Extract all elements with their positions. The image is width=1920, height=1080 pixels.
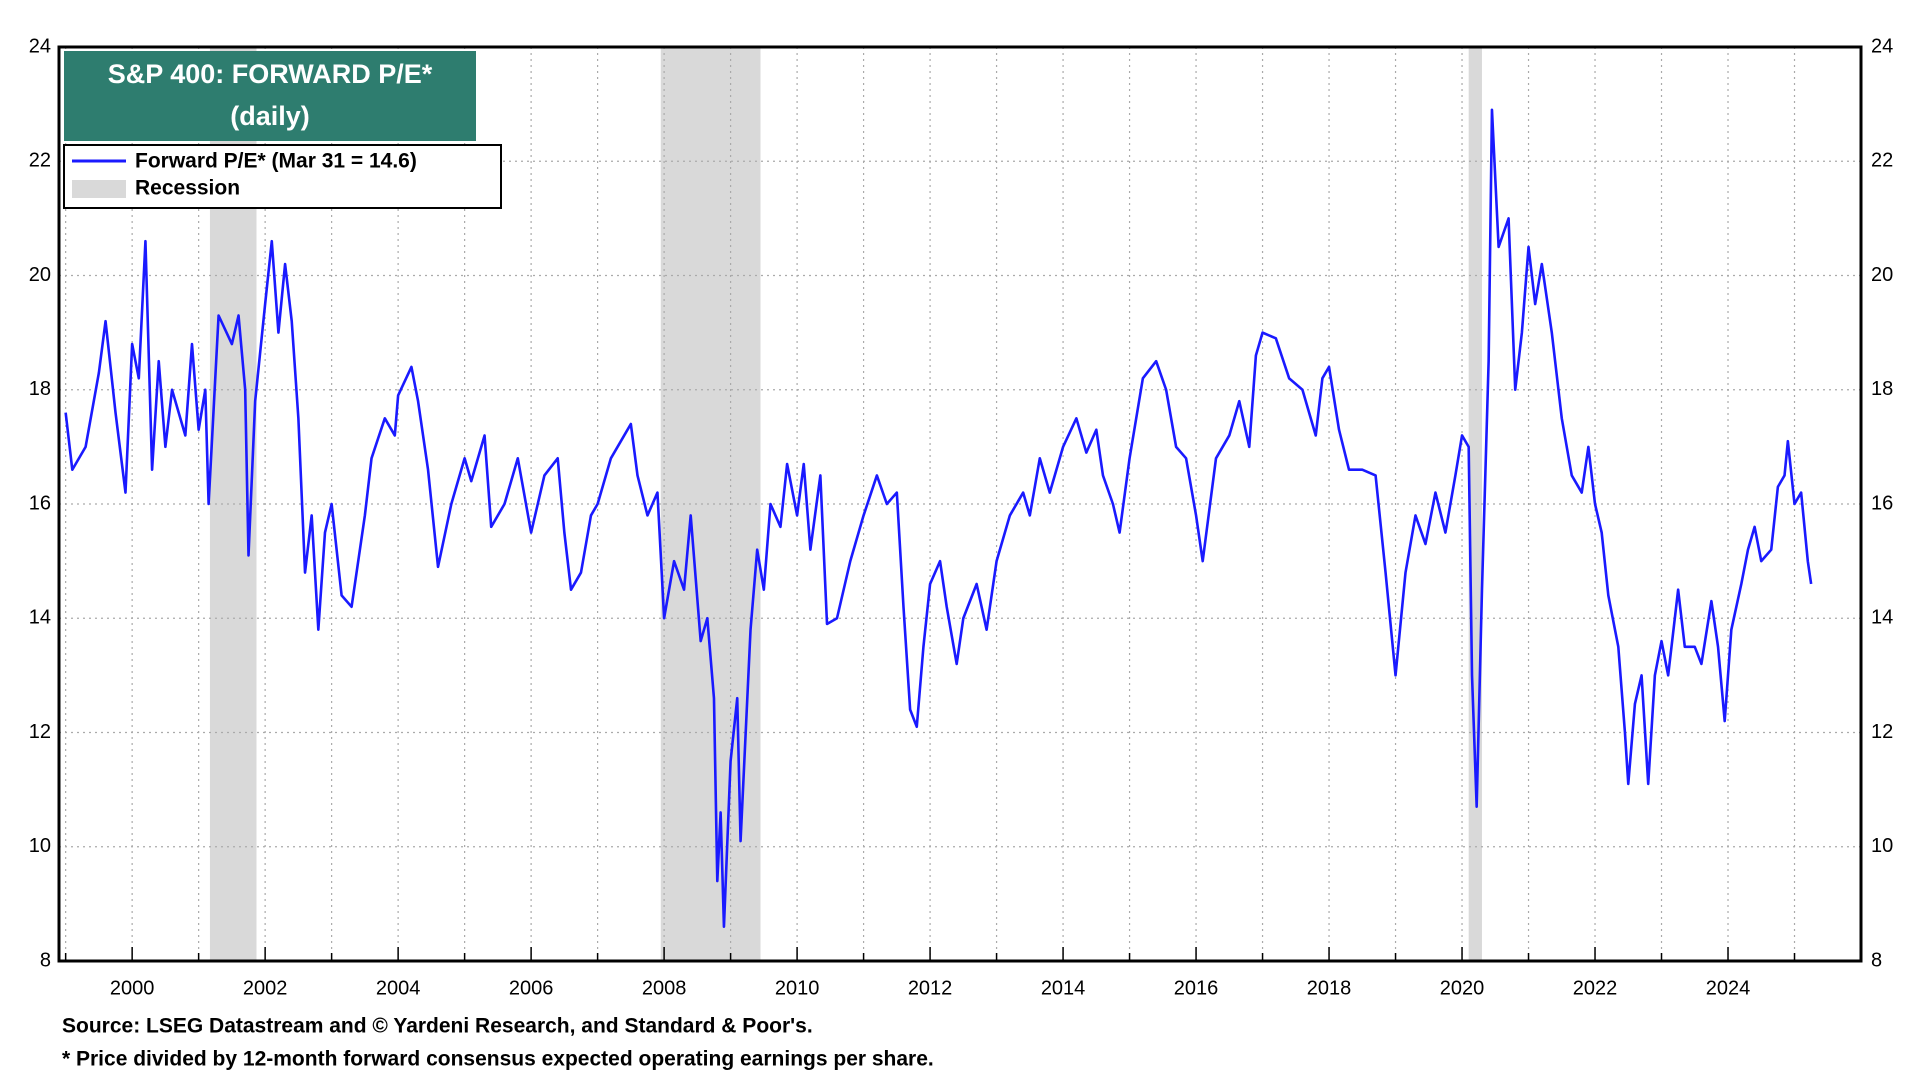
source-note: Source: LSEG Datastream and © Yardeni Re… — [62, 1015, 813, 1038]
chart-subtitle: (daily) — [230, 101, 310, 131]
y-tick-label: 18 — [29, 378, 51, 400]
x-tick-label: 2002 — [243, 977, 288, 999]
x-tick-label: 2000 — [110, 977, 155, 999]
y2-tick-label: 16 — [1871, 492, 1893, 514]
x-tick-label: 2006 — [509, 977, 554, 999]
legend-box — [63, 144, 502, 209]
x-tick-label: 2024 — [1706, 977, 1751, 999]
x-tick-label: 2010 — [775, 977, 820, 999]
y2-tick-label: 22 — [1871, 150, 1893, 172]
legend-label: Forward P/E* (Mar 31 = 14.6) — [135, 150, 417, 173]
y-tick-label: 12 — [29, 721, 51, 743]
y2-tick-label: 14 — [1871, 607, 1893, 629]
recession-band — [660, 47, 761, 961]
x-tick-label: 2016 — [1174, 977, 1219, 999]
y2-tick-label: 18 — [1871, 378, 1893, 400]
y-tick-label: 8 — [40, 949, 51, 971]
y2-tick-label: 12 — [1871, 721, 1893, 743]
y2-tick-label: 8 — [1871, 949, 1882, 971]
y-tick-label: 22 — [29, 150, 51, 172]
data-line — [64, 108, 1813, 929]
y-tick-label: 14 — [29, 607, 51, 629]
y2-tick-label: 24 — [1871, 35, 1893, 57]
x-tick-label: 2014 — [1041, 977, 1086, 999]
legend-swatch — [72, 180, 126, 198]
y2-tick-label: 20 — [1871, 264, 1893, 286]
y-tick-label: 10 — [29, 835, 51, 857]
legend-label: Recession — [135, 177, 240, 200]
x-tick-label: 2018 — [1307, 977, 1352, 999]
y-tick-label: 24 — [29, 35, 51, 57]
chart-title: S&P 400: FORWARD P/E* — [108, 59, 433, 89]
title-box — [64, 51, 476, 141]
y2-tick-label: 10 — [1871, 835, 1893, 857]
y-tick-label: 16 — [29, 492, 51, 514]
x-tick-label: 2022 — [1573, 977, 1618, 999]
x-tick-label: 2008 — [642, 977, 687, 999]
x-tick-label: 2012 — [908, 977, 953, 999]
plot-frame — [57, 45, 1863, 963]
footnote: * Price divided by 12-month forward cons… — [62, 1048, 934, 1071]
x-tick-label: 2020 — [1440, 977, 1485, 999]
y-tick-label: 20 — [29, 264, 51, 286]
x-tick-label: 2004 — [376, 977, 421, 999]
